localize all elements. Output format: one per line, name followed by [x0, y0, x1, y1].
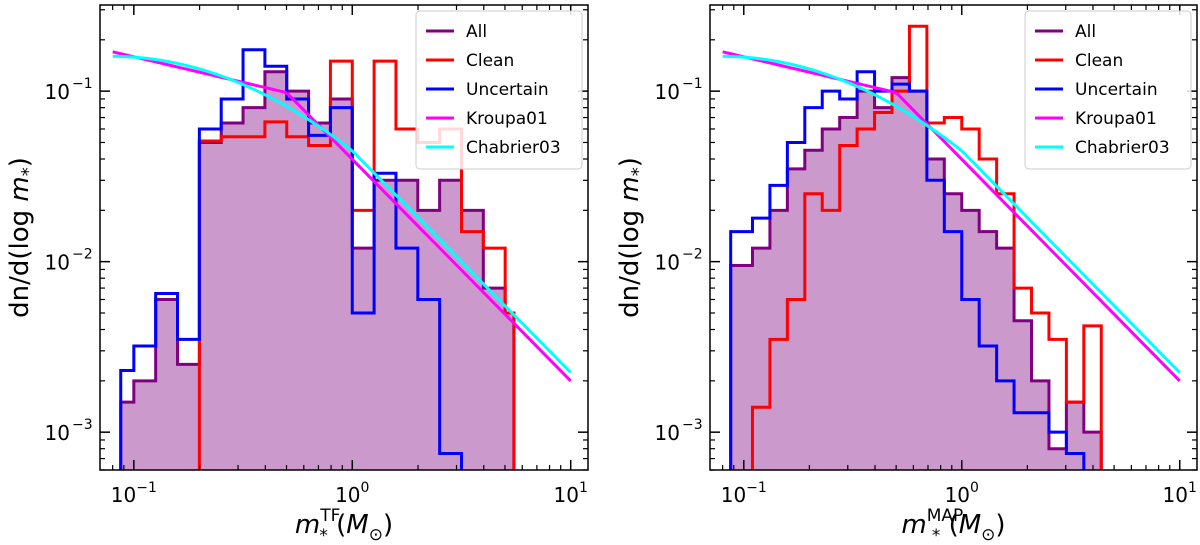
- series-clean-line: [197, 59, 516, 470]
- y-tick-exponent: −2: [682, 247, 703, 263]
- curve-kroupa01: [722, 50, 1181, 383]
- x-axis-label: mMAP * (M⊙): [901, 506, 1005, 545]
- plot-area: [722, 24, 1181, 470]
- hist-fill-all: [730, 77, 1102, 470]
- legend-label: Uncertain: [466, 80, 549, 100]
- legend-label: Clean: [1075, 51, 1123, 71]
- y-axis-label: dn/d(log m*): [615, 157, 649, 318]
- series-uncertain-line: [729, 70, 1086, 470]
- series-uncertain-line: [119, 48, 463, 470]
- legend: All Clean Uncertain Kroupa01 Chabrier03: [415, 10, 583, 170]
- y-tick-exponent: −1: [682, 76, 703, 92]
- series-uncertain: [119, 48, 463, 470]
- legend-label: Kroupa01: [466, 109, 548, 129]
- axes-frame: [99, 4, 589, 471]
- legend-item-kroupa01: Kroupa01: [1035, 109, 1157, 129]
- series-uncertain: [729, 70, 1086, 470]
- y-tick-label: 10: [45, 251, 70, 275]
- legend-label: All: [466, 22, 487, 42]
- y-tick-label: 10: [45, 80, 70, 104]
- x-axis-label: mTF * (M⊙): [295, 506, 393, 545]
- x-tick-label: 100: [335, 480, 369, 507]
- series-clean-line: [750, 24, 1103, 470]
- legend-label: Chabrier03: [466, 138, 561, 158]
- legend-label: Chabrier03: [1075, 138, 1170, 158]
- x-tick-label: 100: [945, 480, 979, 507]
- y-tick-exponent: −3: [682, 417, 703, 433]
- legend-item-chabrier03: Chabrier03: [426, 138, 561, 158]
- y-tick-label: 10: [45, 421, 70, 445]
- curve-chabrier03: [722, 54, 1181, 374]
- legend-item-all: All: [426, 22, 487, 42]
- legend-box: [415, 10, 583, 170]
- legend-label: Kroupa01: [1075, 109, 1157, 129]
- curve-chabrier03: [112, 54, 572, 374]
- y-tick-label: 10: [655, 251, 680, 275]
- curve-kroupa01: [112, 50, 572, 383]
- plot-area: [112, 48, 572, 470]
- y-tick-exponent: −1: [72, 76, 93, 92]
- legend-item-chabrier03: Chabrier03: [1035, 138, 1170, 158]
- x-tick-label: 101: [1163, 480, 1197, 507]
- x-tick-label: 10−1: [721, 480, 767, 507]
- y-tick-label: 10: [655, 80, 680, 104]
- y-tick-exponent: −3: [72, 417, 93, 433]
- series-clean: [750, 24, 1103, 470]
- hist-fill-all: [120, 71, 514, 470]
- legend-label: All: [1075, 22, 1096, 42]
- series-clean: [197, 59, 516, 470]
- legend-item-clean: Clean: [1035, 51, 1123, 71]
- legend-item-clean: Clean: [426, 51, 514, 71]
- axes-frame: [709, 4, 1198, 471]
- x-tick-label: 101: [554, 480, 588, 507]
- legend-item-uncertain: Uncertain: [1035, 80, 1158, 100]
- legend-item-uncertain: Uncertain: [426, 80, 549, 100]
- legend-label: Uncertain: [1075, 80, 1158, 100]
- y-tick-exponent: −2: [72, 247, 93, 263]
- legend-item-all: All: [1035, 22, 1096, 42]
- legend-item-kroupa01: Kroupa01: [426, 109, 548, 129]
- y-axis-label: dn/d(log m*): [5, 157, 39, 318]
- x-tick-label: 10−1: [111, 480, 157, 507]
- legend-box: [1024, 10, 1192, 170]
- y-tick-label: 10: [655, 421, 680, 445]
- legend: All Clean Uncertain Kroupa01 Chabrier03: [1024, 10, 1192, 170]
- legend-label: Clean: [466, 51, 514, 71]
